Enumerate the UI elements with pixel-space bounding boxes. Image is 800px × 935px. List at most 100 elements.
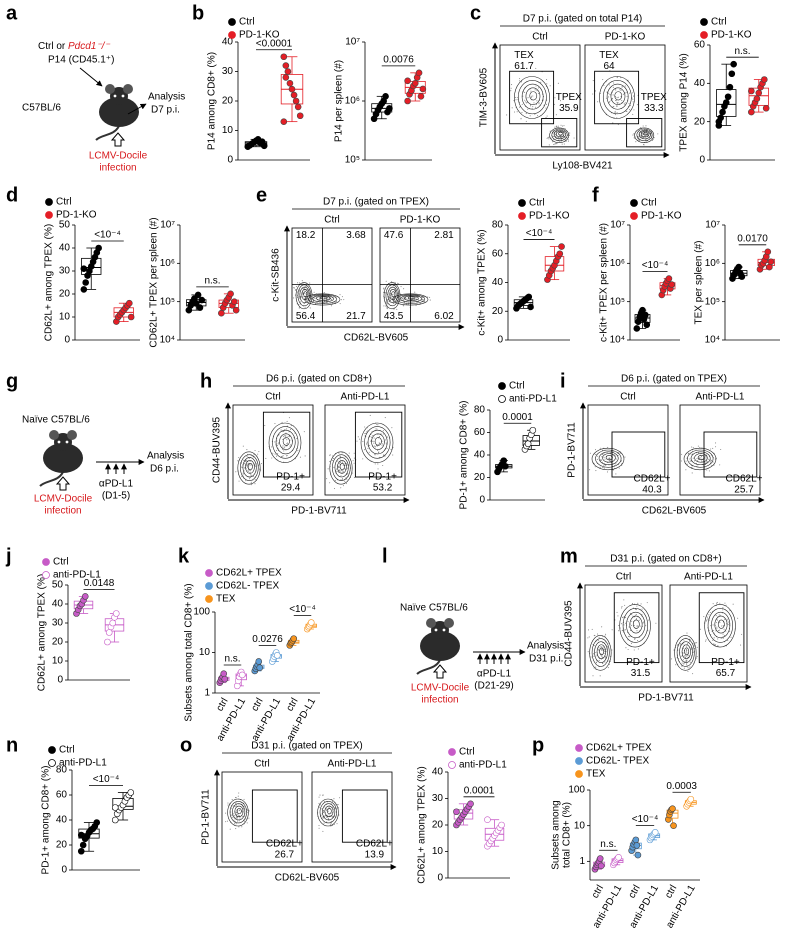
- event-dot: [370, 440, 372, 442]
- legend-marker: [45, 198, 53, 206]
- data-point: [502, 462, 509, 470]
- data-point: [755, 89, 763, 97]
- event-dot: [706, 469, 708, 471]
- event-dot: [274, 453, 276, 455]
- event-dot: [629, 629, 632, 631]
- event-dot: [340, 299, 342, 301]
- event-dot: [243, 820, 246, 822]
- data-point: [127, 789, 135, 796]
- event-dot: [603, 649, 606, 651]
- event-dot: [319, 298, 321, 300]
- data-point: [238, 671, 246, 679]
- y-tick-label: 40: [492, 277, 504, 288]
- event-dot: [686, 632, 688, 634]
- event-dot: [389, 299, 392, 301]
- event-dot: [234, 822, 236, 824]
- scheme-text: αPD-L1: [99, 479, 134, 490]
- event-dot: [689, 640, 691, 642]
- event-dot: [615, 458, 617, 460]
- event-dot: [331, 816, 333, 818]
- data-point: [256, 664, 264, 672]
- event-dot: [338, 469, 340, 471]
- event-dot: [373, 437, 375, 439]
- event-dot: [730, 636, 732, 638]
- event-dot: [535, 106, 537, 108]
- event-dot: [591, 628, 593, 630]
- event-dot: [685, 460, 687, 462]
- event-dot: [563, 125, 565, 127]
- event-dot: [685, 648, 688, 650]
- event-dot: [284, 434, 286, 436]
- legend-marker: [42, 571, 50, 579]
- event-dot: [377, 449, 379, 451]
- legend-marker: [498, 395, 506, 403]
- contour: [521, 83, 544, 110]
- y-axis-label: P14 per spleen (#): [334, 60, 345, 142]
- event-dot: [258, 450, 260, 453]
- event-dot: [632, 113, 634, 116]
- contour: [282, 437, 290, 446]
- event-dot: [621, 607, 623, 609]
- event-dot: [587, 651, 589, 653]
- event-dot: [407, 298, 409, 300]
- event-dot: [547, 136, 549, 138]
- event-dot: [633, 624, 635, 627]
- data-point: [738, 273, 746, 280]
- event-dot: [245, 480, 247, 482]
- scheme-text: Analysis: [148, 92, 185, 103]
- event-dot: [686, 659, 688, 661]
- event-dot: [603, 467, 605, 469]
- event-dot: [620, 89, 622, 91]
- event-dot: [642, 125, 644, 127]
- event-dot: [682, 643, 684, 645]
- event-dot: [615, 473, 617, 475]
- event-dot: [726, 618, 728, 620]
- event-dot: [347, 467, 349, 469]
- event-dot: [242, 815, 244, 817]
- event-dot: [257, 453, 259, 455]
- flow-column-label: Anti-PD-L1: [684, 572, 733, 583]
- event-dot: [684, 661, 686, 663]
- event-dot: [322, 811, 325, 814]
- event-dot: [339, 797, 341, 799]
- scheme-text: C57BL/6: [22, 103, 61, 114]
- y-tick-label: 10⁵: [610, 296, 625, 307]
- event-dot: [290, 425, 292, 427]
- event-dot: [293, 297, 295, 299]
- data-point: [127, 313, 135, 321]
- event-dot: [382, 430, 384, 432]
- event-dot: [337, 466, 339, 468]
- event-dot: [645, 139, 647, 141]
- event-dot: [298, 303, 300, 305]
- event-dot: [336, 300, 338, 302]
- scheme-text: D31 p.i.: [529, 654, 563, 665]
- event-dot: [394, 303, 396, 305]
- event-dot: [254, 449, 256, 452]
- data-point: [77, 847, 85, 855]
- event-dot: [339, 455, 341, 457]
- event-dot: [599, 459, 602, 461]
- event-dot: [365, 432, 367, 434]
- event-dot: [603, 453, 605, 455]
- contour: [332, 454, 351, 481]
- data-point: [524, 440, 532, 448]
- event-dot: [607, 96, 610, 98]
- event-dot: [605, 97, 607, 99]
- event-dot: [278, 434, 280, 436]
- event-dot: [594, 466, 596, 468]
- y-tick-label: 30: [222, 66, 234, 77]
- event-dot: [536, 115, 539, 117]
- data-point: [286, 80, 294, 87]
- event-dot: [528, 62, 530, 64]
- y-tick-label: 20: [52, 637, 64, 648]
- event-dot: [617, 102, 619, 104]
- event-dot: [287, 435, 289, 437]
- panel-letter: e: [256, 184, 267, 206]
- event-dot: [246, 460, 248, 462]
- event-dot: [703, 615, 705, 618]
- event-dot: [313, 297, 315, 299]
- contour: [591, 447, 625, 471]
- legend-label: TEX: [216, 594, 236, 605]
- event-dot: [535, 85, 537, 87]
- event-dot: [524, 91, 526, 94]
